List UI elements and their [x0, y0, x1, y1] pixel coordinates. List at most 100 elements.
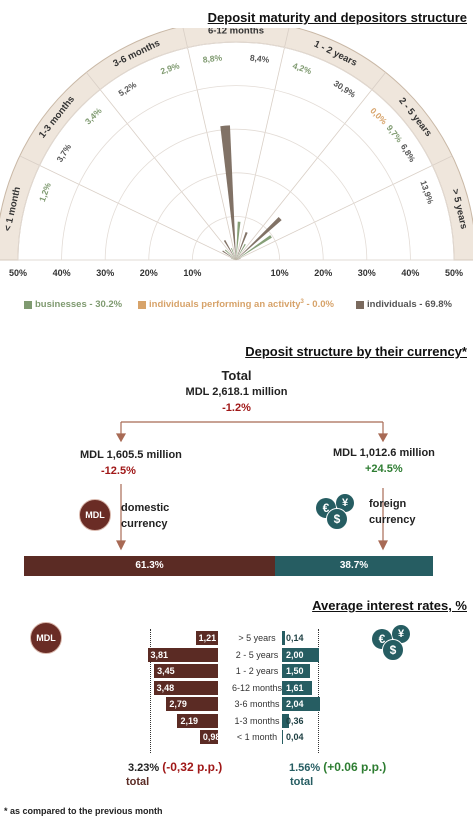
mdl-coin-icon: MDL [79, 499, 111, 531]
value-label-3: 2,9% [159, 60, 181, 76]
radial-tick-7: 30% [358, 268, 376, 278]
polar-bar-0-1 [224, 249, 236, 260]
category-band [0, 28, 473, 261]
value-label-8: 4,2% [291, 60, 313, 76]
mdl-change: -12.5% [101, 465, 136, 477]
polar-bar-2-3 [220, 125, 236, 261]
rates-right-total-change: (+0.06 p.p.) [323, 760, 387, 774]
legend-label-individuals: individuals - 69.8% [367, 299, 452, 310]
rate-bar-mdl-1 [147, 647, 218, 662]
rates-title: Average interest rates, % [312, 598, 467, 613]
rate-bar-mdl-2 [154, 664, 218, 678]
euro-dollar-yen-coins-icon: € ¥ $ [316, 494, 360, 530]
rate-bar-mdl-4 [166, 697, 218, 711]
radial-tick-9: 50% [445, 268, 463, 278]
grid-arc [61, 85, 411, 261]
rate-category-0: > 5 years [238, 633, 276, 643]
split-bar-domestic [24, 556, 275, 576]
maturity-chart-title: Deposit maturity and depositors structur… [207, 10, 467, 25]
rates-butterfly-chart: 1,21 > 5 years 0,14 3,81 2 - 5 years 2,00 3,45… [0, 625, 473, 755]
sector-divider [19, 155, 237, 261]
rate-label-mdl-0: 1,21 [198, 633, 217, 643]
radial-tick-8: 40% [401, 268, 419, 278]
rate-category-1: 2 - 5 years [235, 649, 279, 660]
legend-label-individuals-activity-value: - 0.0% [303, 299, 334, 311]
rate-bar-mdl-6 [199, 730, 218, 744]
dollar-coin: $ [326, 508, 348, 530]
rates-left-total-change: (-0,32 p.p.) [162, 760, 223, 774]
fx-value: MDL 1,012.6 million [333, 447, 435, 459]
rate-label-mdl-5: 2,19 [180, 715, 199, 726]
split-label-foreign: 38.7% [339, 560, 369, 571]
rates-left-total-label: total [126, 776, 150, 788]
rate-label-foreign-6: 0,04 [286, 732, 304, 742]
legend-label-individuals-activity: individuals performing an activity3 - 0.… [149, 299, 334, 310]
rate-bar-foreign-3 [282, 680, 312, 695]
footnote: * as compared to the previous month [4, 806, 163, 816]
radial-tick-0: 50% [9, 268, 27, 278]
rate-category-2: 1 - 2 years [235, 666, 279, 676]
yen-coin: ¥ [336, 494, 354, 512]
rate-category-3: 6-12 months [231, 682, 283, 693]
radial-tick-1: 40% [53, 268, 71, 278]
category-label-3: 6-12 months [208, 28, 264, 37]
value-label-0: 1,2% [37, 181, 53, 203]
rate-bar-foreign-2 [282, 664, 310, 678]
legend-swatch-individuals-activity [138, 301, 146, 309]
rate-category-5: 1-3 months [234, 715, 280, 726]
value-label-2: 3,7% [54, 142, 73, 164]
rate-label-foreign-2: 1,50 [286, 666, 304, 676]
mdl-desc-line1: domestic [121, 502, 170, 514]
rate-label-foreign-5: 0,36 [286, 715, 304, 726]
legend-label-businesses: businesses - 30.2% [35, 299, 123, 310]
mdl-desc-line2: currency [121, 518, 168, 530]
rate-bar-foreign-5 [282, 713, 289, 728]
rate-label-mdl-4: 2,79 [169, 699, 187, 709]
grid-arc [148, 172, 324, 261]
rates-left-axis-dotted [150, 629, 151, 753]
rates-left-total-value: 3.23% [128, 762, 160, 774]
total-change: -1.2% [222, 402, 251, 414]
fx-desc-line2: currency [369, 514, 416, 526]
currency-structure-title: Deposit structure by their currency* [245, 344, 467, 359]
legend: businesses - 30.2% individuals performin… [20, 299, 470, 313]
total-value: MDL 2,618.1 million [185, 386, 288, 398]
split-connectors [115, 421, 389, 551]
radial-tick-3: 20% [140, 268, 158, 278]
rate-category-4: 3-6 months [234, 699, 280, 709]
rates-left-total: 3.23% (-0,32 p.p.) [128, 760, 222, 774]
sector-divider [182, 28, 237, 261]
polar-bar-2-6 [236, 258, 241, 260]
polar-bar-2-2 [223, 240, 236, 260]
legend-footnote-mark: 3 [300, 299, 304, 305]
fx-change: +24.5% [365, 463, 403, 475]
radial-tick-2: 30% [96, 268, 114, 278]
rates-mdl-coin-icon: MDL [30, 622, 62, 654]
sector-divider [235, 72, 386, 261]
fx-desc-line1: foreign [369, 498, 407, 510]
grid-arc [192, 216, 280, 261]
polar-bar-0-0 [230, 258, 236, 260]
radial-tick-5: 10% [271, 268, 289, 278]
currency-split-bar: 61.3% 38.7% [24, 556, 433, 576]
value-label-9: 6,8% [399, 142, 418, 164]
rates-right-axis-dotted [318, 629, 319, 753]
rate-bar-foreign-0 [282, 631, 285, 645]
mdl-coin-text: MDL [85, 510, 105, 520]
rates-right-total-label: total [290, 776, 314, 788]
split-label-domestic: 61.3% [135, 560, 164, 571]
rate-label-foreign-3: 1,61 [286, 682, 304, 693]
rates-dollar-coin: $ [382, 639, 404, 661]
rate-bar-foreign-6 [282, 730, 283, 744]
polar-bar-2-1 [222, 250, 236, 260]
value-label-10: 9,7% [385, 123, 405, 145]
value-label-12: 13,9% [418, 179, 436, 205]
split-bar-foreign [274, 556, 433, 576]
rate-label-foreign-4: 2,04 [286, 699, 304, 709]
rates-right-total-value: 1.56% [289, 762, 321, 774]
rates-right-total: 1.56% (+0.06 p.p.) [289, 760, 386, 774]
grid-arc [104, 128, 368, 261]
rate-bar-foreign-4 [282, 697, 320, 711]
rate-category-6: < 1 month [236, 732, 278, 742]
